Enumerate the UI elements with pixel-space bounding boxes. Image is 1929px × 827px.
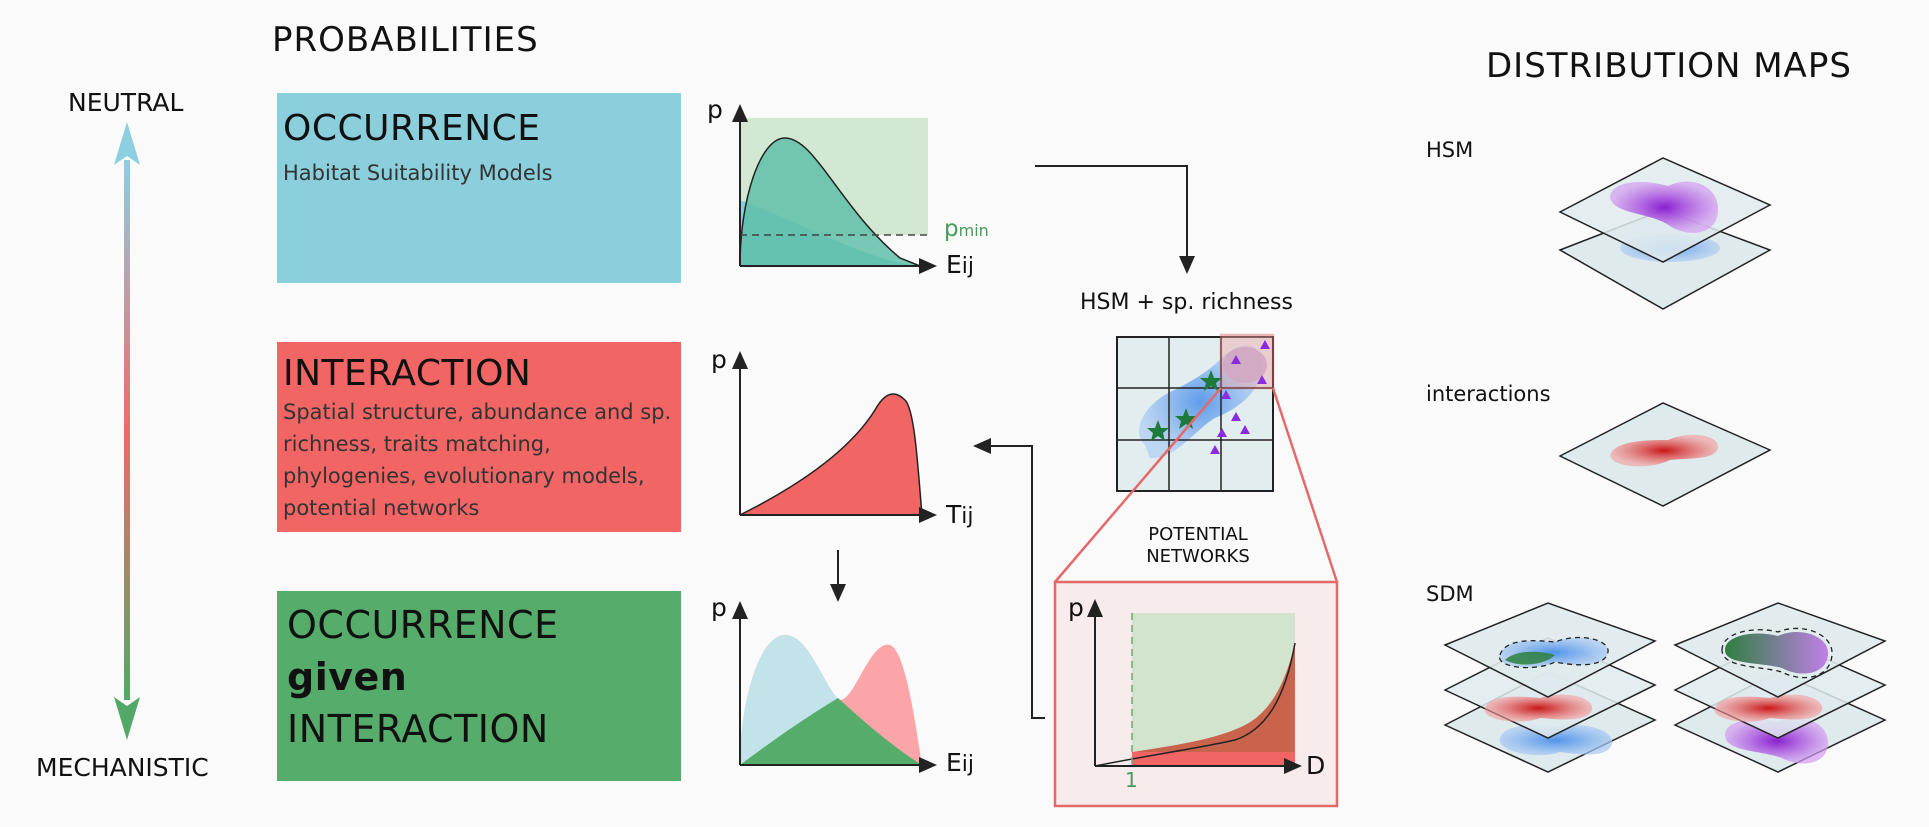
grid-title: HSM + sp. richness xyxy=(1080,290,1293,315)
plot-conditional xyxy=(732,601,937,773)
interaction-box: INTERACTION Spatial structure, abundance… xyxy=(277,342,681,532)
neutral-mechanistic-arrow xyxy=(114,122,140,740)
map-sdm-right xyxy=(1673,602,1887,773)
plot1-y-label: p xyxy=(707,95,723,124)
plot-occurrence xyxy=(732,104,937,274)
plot3-y-label: p xyxy=(711,593,727,622)
plot1-x-label: Eij xyxy=(946,250,974,279)
plot4-y-label: p xyxy=(1068,593,1084,622)
potential-networks-plot xyxy=(1053,580,1339,808)
arrow-to-interaction xyxy=(973,438,1045,719)
occurrence-title: OCCURRENCE xyxy=(283,108,541,149)
plot2-y-label: p xyxy=(711,345,727,374)
hsm-map-label: HSM xyxy=(1426,138,1474,162)
conditional-line3: INTERACTION xyxy=(287,707,549,751)
pmin-symbol: p xyxy=(944,216,959,242)
conditional-box: OCCURRENCE given INTERACTION xyxy=(277,591,681,781)
plot4-tick-label: 1 xyxy=(1125,768,1138,792)
plot-interaction xyxy=(732,351,937,523)
occurrence-desc: Habitat Suitability Models xyxy=(283,161,553,185)
sdm-map-label: SDM xyxy=(1426,582,1474,606)
plot2-x-symbol: T xyxy=(946,500,962,529)
potential-networks-label: POTENTIAL NETWORKS xyxy=(1130,524,1266,568)
hsm-richness-grid xyxy=(1116,333,1275,492)
neutral-label: NEUTRAL xyxy=(68,88,184,117)
map-sdm-left xyxy=(1443,602,1657,773)
conditional-line2: given xyxy=(287,655,408,699)
probabilities-title: PROBABILITIES xyxy=(272,20,539,60)
plot4-x-label: D xyxy=(1306,751,1326,780)
potential-networks-line1: POTENTIAL xyxy=(1148,524,1248,545)
interaction-title: INTERACTION xyxy=(283,353,532,394)
potential-networks-line2: NETWORKS xyxy=(1146,546,1250,567)
map-hsm xyxy=(1558,157,1772,310)
map-interactions xyxy=(1558,402,1772,507)
plot3-x-label: Eij xyxy=(946,748,974,777)
interactions-map-label: interactions xyxy=(1426,382,1551,406)
plot1-x-symbol: E xyxy=(946,250,962,279)
interaction-desc: Spatial structure, abundance and sp. ric… xyxy=(283,400,672,520)
plot3-x-sub: ij xyxy=(961,752,975,777)
plot2-x-label: Tij xyxy=(946,500,974,529)
occurrence-box: OCCURRENCE Habitat Suitability Models xyxy=(277,93,681,283)
mechanistic-label: MECHANISTIC xyxy=(36,753,209,782)
plot2-x-sub: ij xyxy=(961,504,974,529)
pmin-label: pmin xyxy=(944,216,989,242)
pmin-sub: min xyxy=(958,221,989,240)
arrow-to-grid xyxy=(1035,165,1195,274)
plot1-x-sub: ij xyxy=(961,254,975,279)
distribution-maps-title: DISTRIBUTION MAPS xyxy=(1486,46,1852,86)
conditional-line1: OCCURRENCE xyxy=(287,603,559,647)
plot3-x-symbol: E xyxy=(946,748,962,777)
